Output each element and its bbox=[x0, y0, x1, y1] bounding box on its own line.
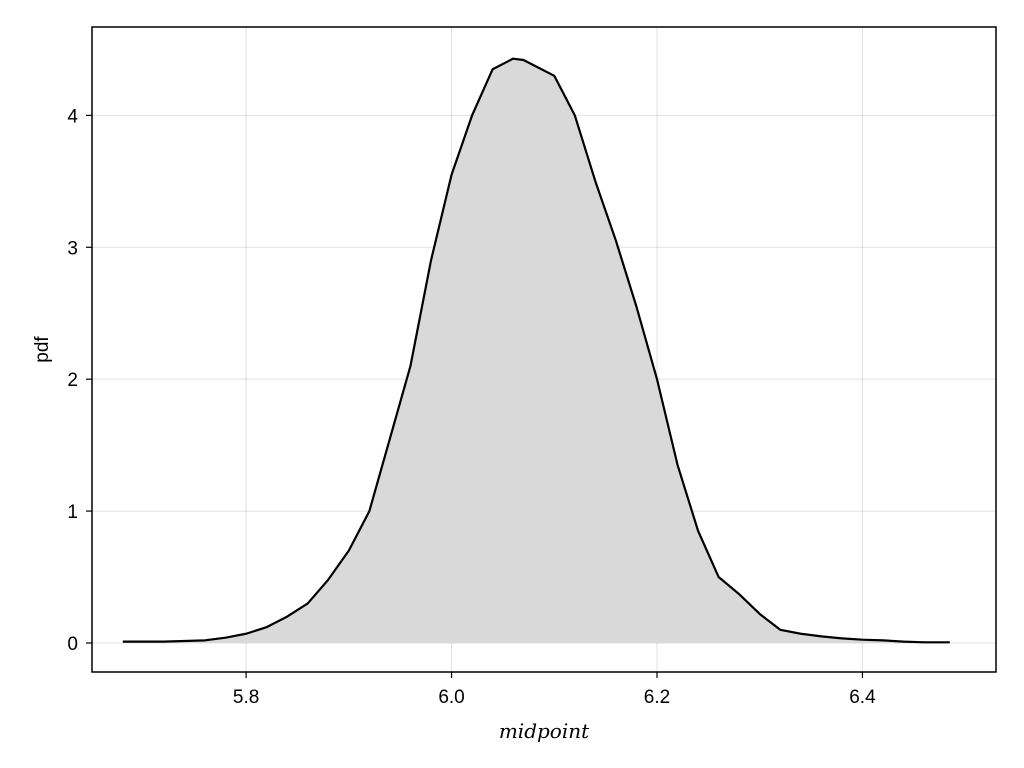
x-axis-label: midpoint bbox=[499, 719, 590, 743]
x-tick-label: 6.4 bbox=[849, 687, 876, 708]
y-tick-label: 0 bbox=[67, 634, 78, 655]
plot-frame bbox=[91, 26, 997, 673]
y-tick-label: 1 bbox=[67, 502, 78, 523]
x-tick-label: 6.2 bbox=[644, 687, 670, 708]
y-tick-label: 3 bbox=[67, 238, 78, 259]
x-tick-label: 6.0 bbox=[438, 687, 464, 708]
density-area bbox=[122, 58, 950, 643]
y-tick-label: 2 bbox=[67, 370, 78, 391]
plot-area bbox=[122, 57, 950, 644]
density-line bbox=[122, 57, 950, 644]
y-axis-label: pdf bbox=[32, 336, 53, 363]
x-tick-label: 5.8 bbox=[233, 687, 259, 708]
axis-ticks: 5.8 6.0 6.2 6.4 0 1 2 3 4 bbox=[67, 106, 876, 708]
y-tick-label: 4 bbox=[67, 106, 78, 127]
